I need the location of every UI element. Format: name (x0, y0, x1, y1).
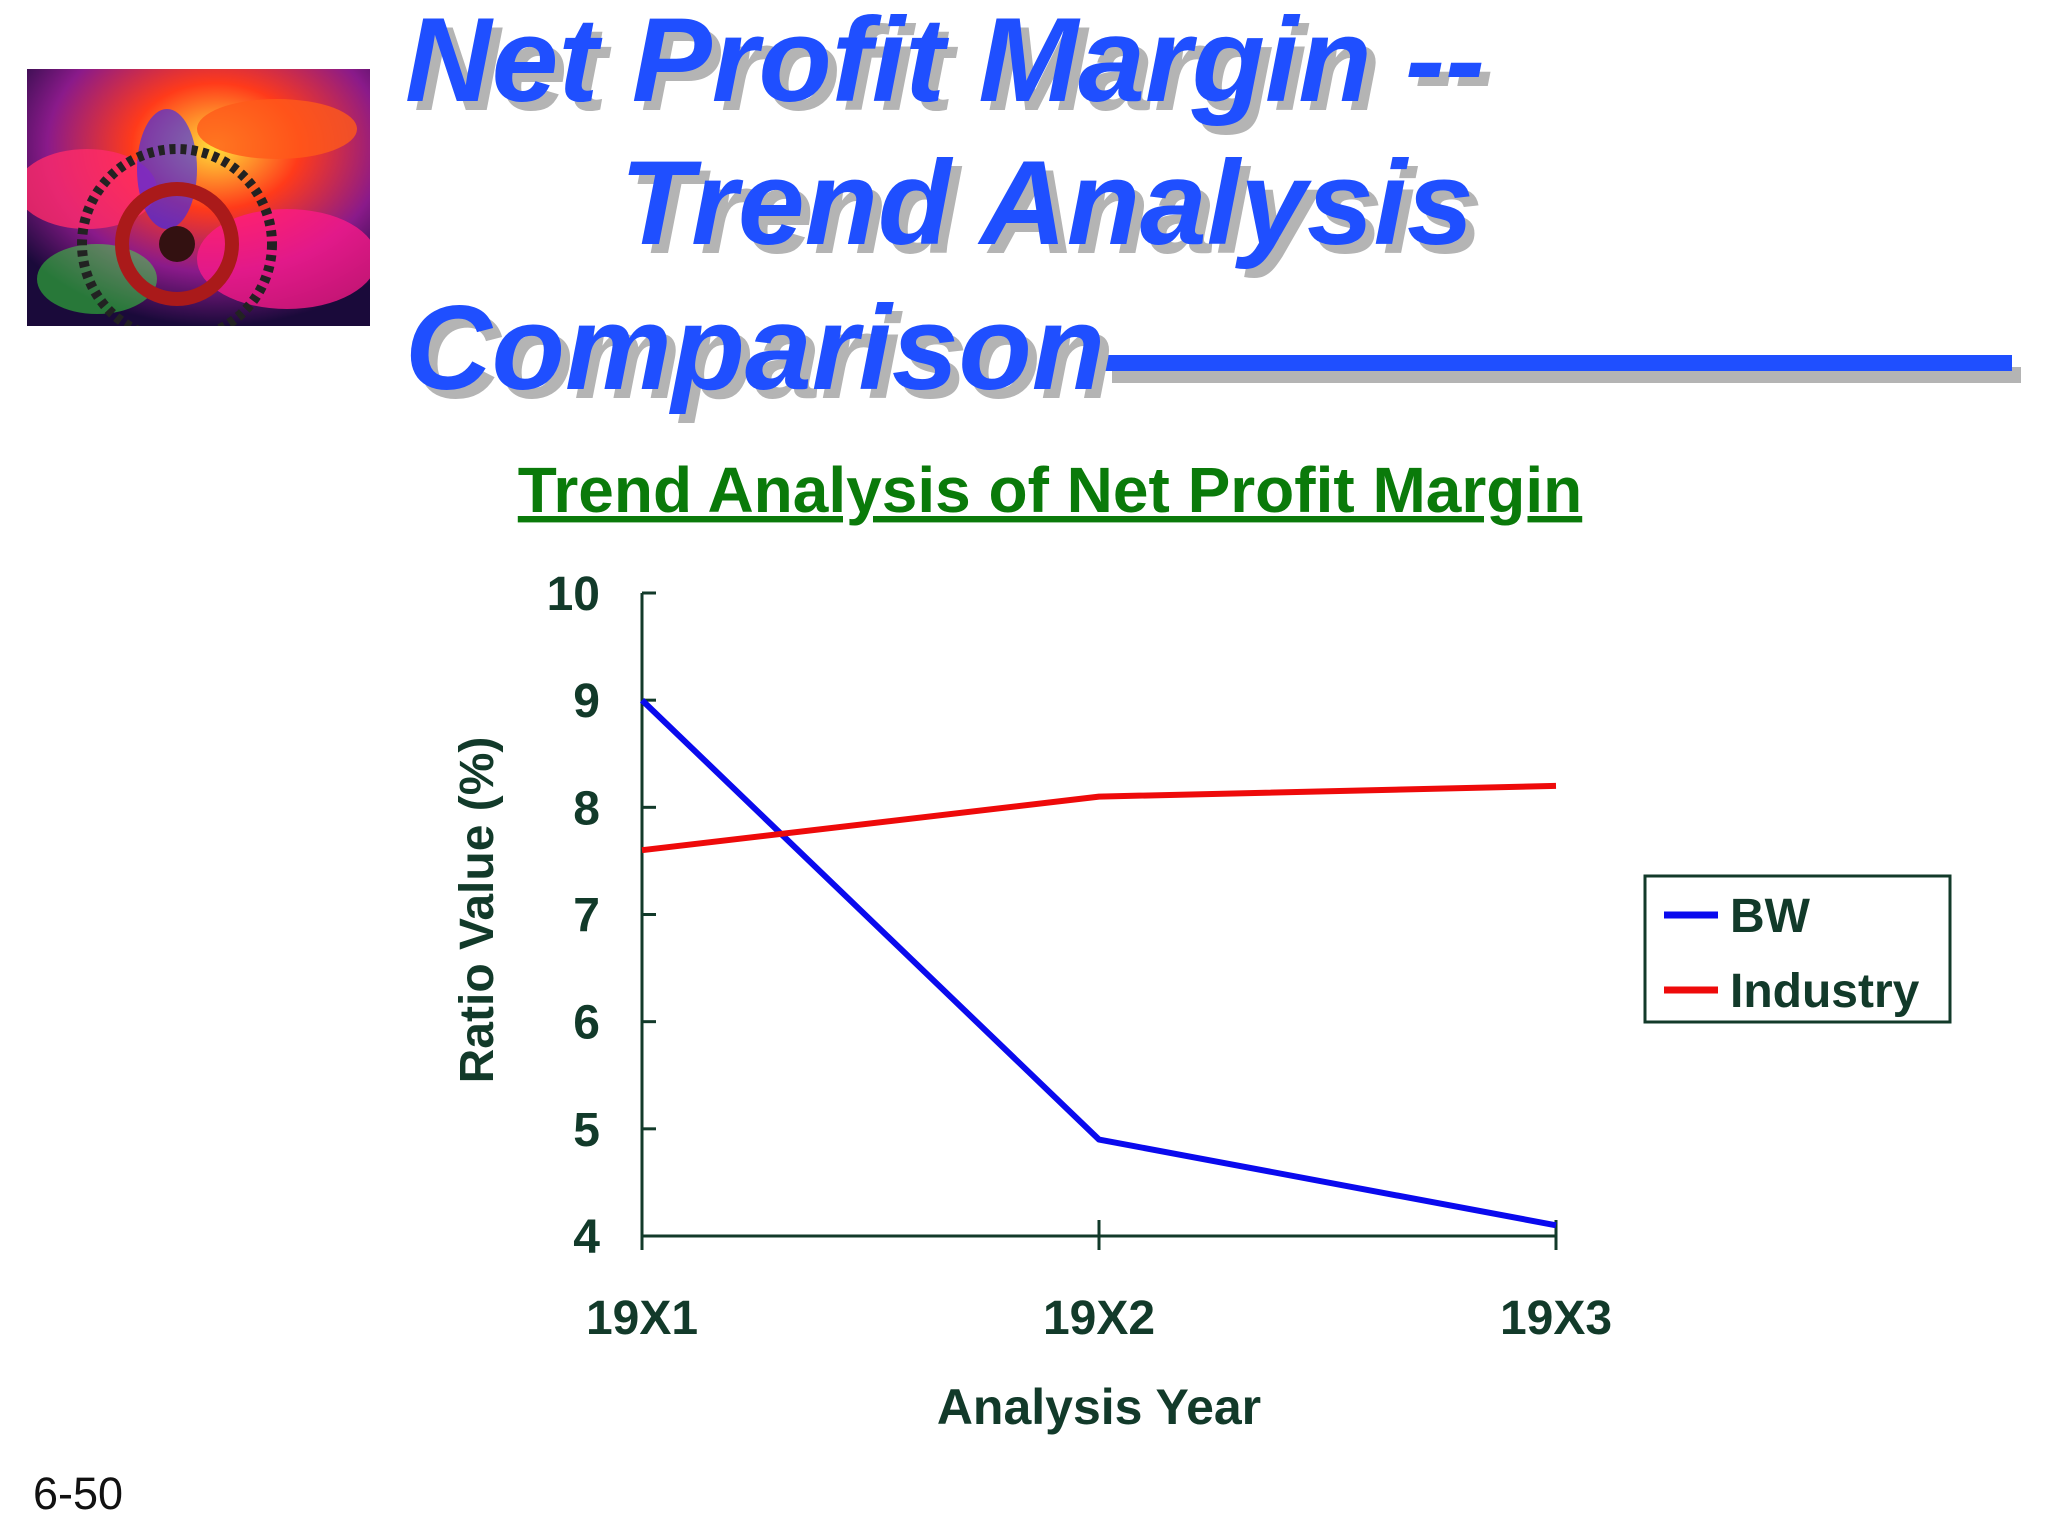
series-line-bw (639, 698, 1557, 1229)
x-axis-ticks: 19X1 19X2 19X3 (586, 1220, 1612, 1345)
slide-number: 6-50 (33, 1468, 124, 1519)
title-rule-shadow (1112, 367, 2021, 383)
legend-label-bw: BW (1730, 890, 1811, 943)
series-lines (639, 698, 1557, 1229)
y-tick-label: 8 (573, 782, 600, 835)
legend-box (1643, 874, 1952, 1024)
y-tick-label: 10 (547, 568, 600, 621)
slide-title-line-2: Trend Analysis (620, 136, 1474, 270)
decorative-gears-image (27, 69, 370, 326)
y-tick-label: 9 (573, 675, 600, 728)
y-axis-label: Ratio Value (%) (451, 737, 504, 1084)
x-tick-label: 19X1 (586, 1292, 698, 1345)
series-line-industry (641, 782, 1557, 854)
chart-title: Trend Analysis of Net Profit Margin (518, 454, 1582, 526)
y-axis-ticks: 4 5 6 7 8 9 10 (547, 568, 656, 1264)
legend: BW Industry (1643, 874, 1952, 1024)
y-tick-label: 5 (573, 1104, 600, 1157)
legend-label-industry: Industry (1730, 965, 1920, 1018)
x-tick-label: 19X3 (1500, 1292, 1612, 1345)
x-tick-label: 19X2 (1043, 1292, 1155, 1345)
y-tick-label: 6 (573, 997, 600, 1050)
slide-title-line-3: Comparison (405, 281, 1106, 415)
y-tick-label: 7 (573, 890, 600, 943)
x-axis-label: Analysis Year (937, 1379, 1261, 1435)
y-tick-label: 4 (573, 1211, 600, 1264)
slide-title-line-1: Net Profit Margin -- (405, 0, 1485, 127)
title-rule (1103, 355, 2012, 371)
